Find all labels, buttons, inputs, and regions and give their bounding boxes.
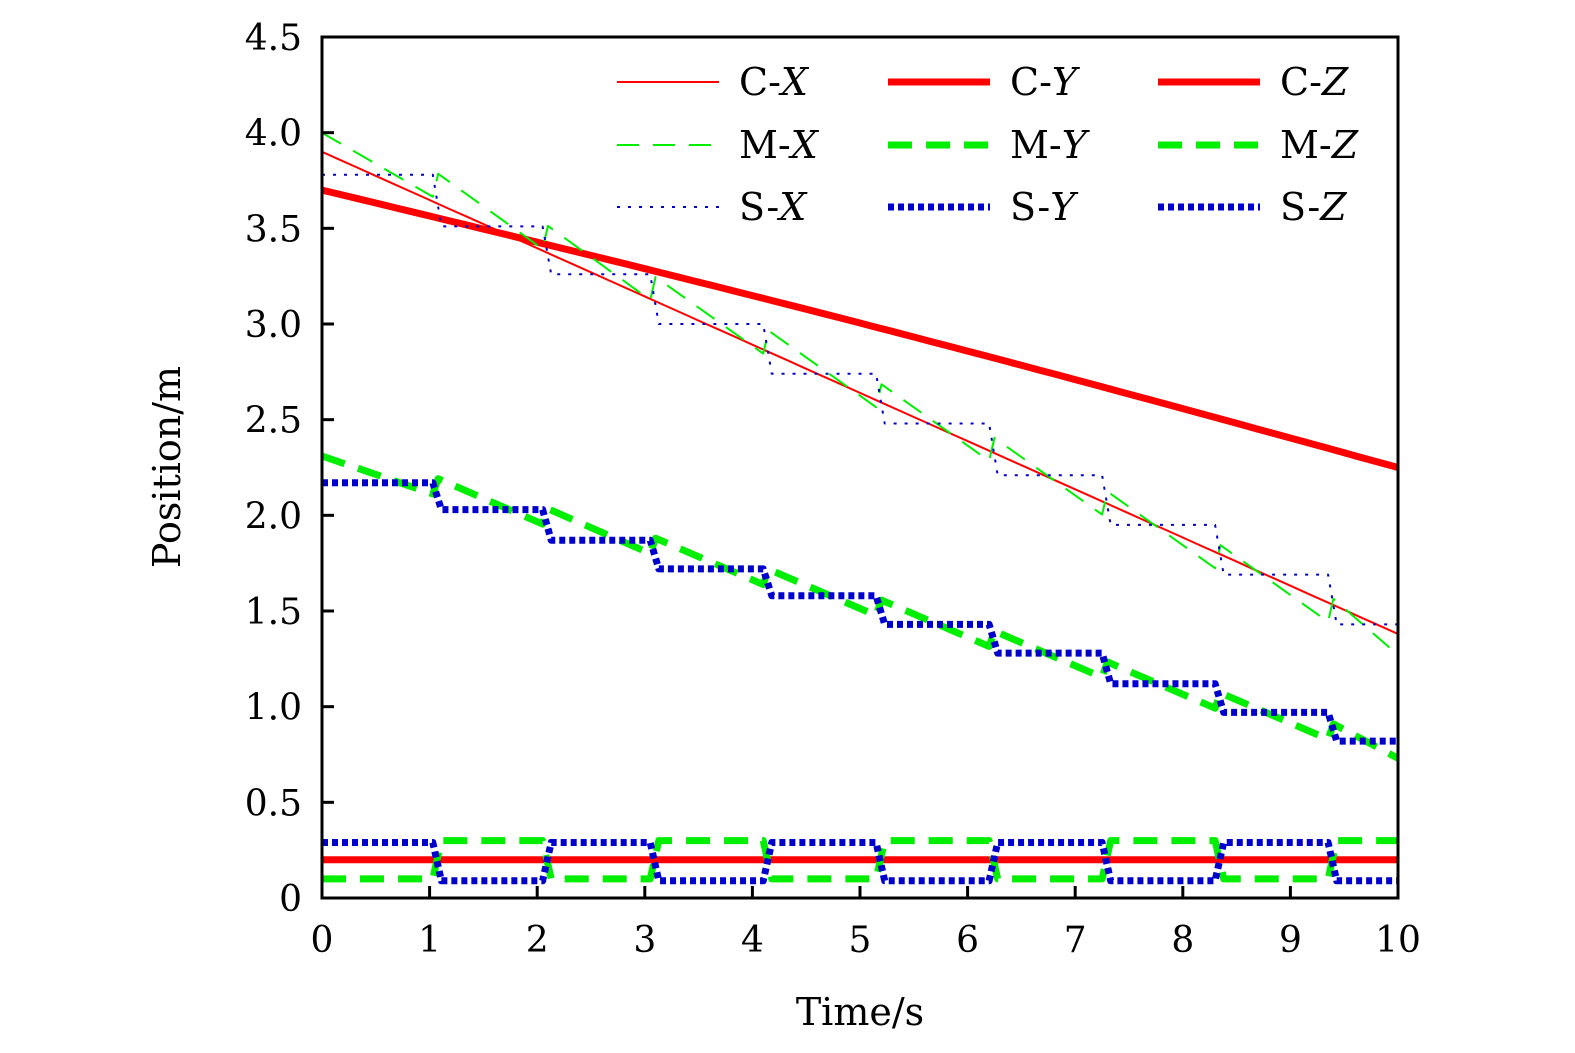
y-tick-label: 3.5 xyxy=(245,209,302,250)
legend-item-m-y: M-Y xyxy=(888,123,1091,167)
x-tick-label: 8 xyxy=(1171,920,1194,961)
x-tick-label: 9 xyxy=(1279,920,1302,961)
legend-label: C-X xyxy=(739,60,810,104)
x-tick-label: 3 xyxy=(633,920,656,961)
legend: C-X C-Y C-Z M-X M-Y M-Z S-X S-Y S-Z xyxy=(617,60,1359,229)
y-tick-label: 3.0 xyxy=(245,305,302,346)
x-tick-label: 7 xyxy=(1064,920,1087,961)
legend-label: C-Z xyxy=(1280,60,1349,104)
legend-label: M-Y xyxy=(1010,123,1091,167)
x-tick-label: 0 xyxy=(311,920,334,961)
y-axis-label: Position/m xyxy=(145,366,189,568)
legend-item-m-z: M-Z xyxy=(1158,123,1359,167)
x-tick-label: 6 xyxy=(956,920,979,961)
legend-label: M-Z xyxy=(1280,123,1359,167)
y-tick-label: 1.5 xyxy=(245,592,302,633)
y-tick-label: 0.5 xyxy=(245,783,302,824)
legend-label: S-X xyxy=(739,185,808,229)
legend-item-c-y: C-Y xyxy=(888,60,1081,104)
x-tick-label: 2 xyxy=(526,920,549,961)
x-tick-label: 5 xyxy=(849,920,872,961)
legend-label: S-Y xyxy=(1010,185,1079,229)
x-tick-label: 10 xyxy=(1375,920,1421,961)
legend-label: C-Y xyxy=(1010,60,1081,104)
series-layer xyxy=(320,131,1400,885)
x-tick-label: 1 xyxy=(418,920,441,961)
x-tick-label: 4 xyxy=(741,920,764,961)
ticks-layer: 0 1 2 3 4 5 6 7 8 9 10 0 0.5 1.0 1.5 2.0 2.5 3.0 3.5 4.0 4.5 xyxy=(245,18,1421,961)
legend-item-m-x: M-X xyxy=(617,123,820,167)
legend-item-s-z: S-Z xyxy=(1158,185,1347,229)
series-line-s-z xyxy=(322,839,1398,885)
y-tick-label: 1.0 xyxy=(245,688,302,729)
y-tick-label: 0 xyxy=(279,879,302,920)
legend-item-c-z: C-Z xyxy=(1158,60,1349,104)
series-line-s-y xyxy=(322,479,1398,745)
y-tick-label: 4.5 xyxy=(245,18,302,59)
legend-item-c-x: C-X xyxy=(617,60,810,104)
y-tick-label: 2.5 xyxy=(245,401,302,442)
legend-item-s-y: S-Y xyxy=(888,185,1079,229)
legend-label: M-X xyxy=(739,123,820,167)
series-line-s-x xyxy=(322,173,1398,626)
plot-frame xyxy=(320,35,1400,900)
y-tick-label: 2.0 xyxy=(245,496,302,537)
legend-item-s-x: S-X xyxy=(617,185,808,229)
series-line-c-y xyxy=(321,186,1399,471)
legend-label: S-Z xyxy=(1280,185,1347,229)
x-axis-label: Time/s xyxy=(796,990,924,1034)
series-line-c-x xyxy=(321,150,1399,635)
y-tick-label: 4.0 xyxy=(245,114,302,155)
